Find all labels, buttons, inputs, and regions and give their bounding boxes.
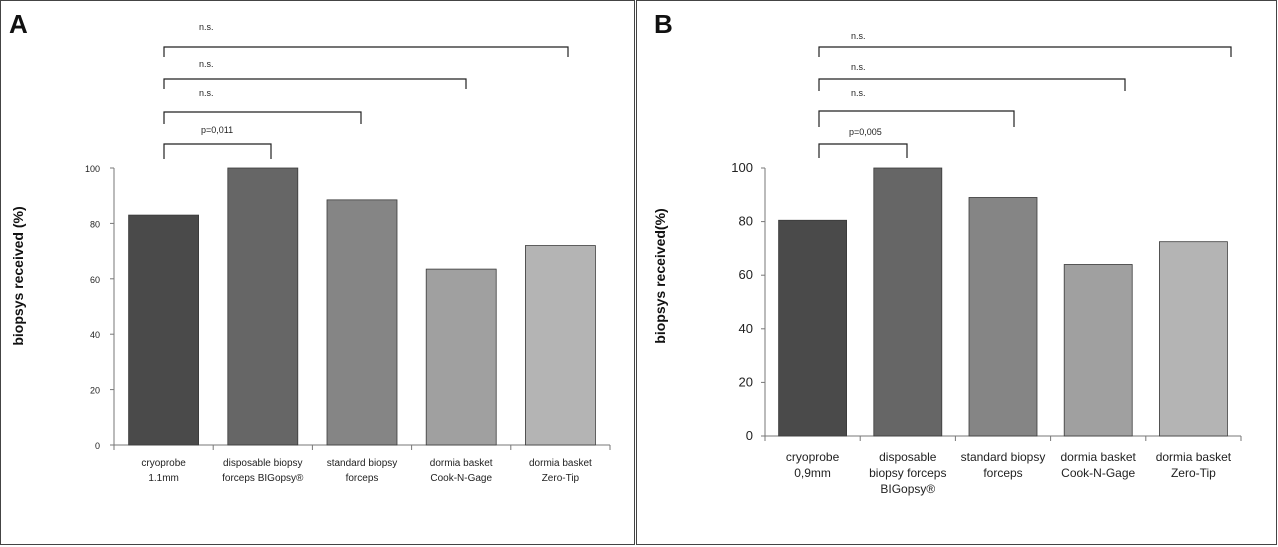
significance-bracket-a-4	[163, 46, 569, 57]
category-label-b-3-line-2: forceps	[983, 466, 1022, 480]
category-label-a-3-line-2: forceps	[346, 473, 379, 484]
significance-label-b-4: n.s.	[851, 31, 866, 41]
panel-label-b: B	[654, 9, 673, 39]
significance-bracket-b-2	[818, 110, 1015, 127]
y-tick-label-b-80: 80	[739, 214, 753, 229]
y-tick-label-b-40: 40	[739, 321, 753, 336]
significance-label-a-3: n.s.	[199, 59, 214, 69]
y-tick-label-a-80: 80	[90, 219, 100, 229]
bar-a-3	[326, 199, 398, 446]
bar-b-3	[968, 197, 1038, 437]
category-label-a-4-line-2: Cook-N-Gage	[430, 473, 492, 484]
category-label-a-1-line-1: cryoprobe	[141, 458, 186, 469]
significance-label-a-4: n.s.	[199, 22, 214, 32]
y-tick-label-a-100: 100	[85, 164, 100, 174]
category-label-a-2-line-2: forceps BIGopsy®	[222, 473, 304, 484]
category-label-a-1-line-2: 1.1mm	[148, 473, 179, 484]
bar-a-5	[525, 245, 596, 446]
significance-label-a-2: n.s.	[199, 88, 214, 98]
category-label-b-3-line-1: standard biopsy	[961, 450, 1046, 464]
category-label-b-1-line-1: cryoprobe	[786, 450, 840, 464]
significance-label-b-1: p=0,005	[849, 127, 882, 137]
significance-label-b-2: n.s.	[851, 88, 866, 98]
bar-a-2	[227, 167, 299, 446]
panel-label-a: A	[9, 9, 28, 39]
significance-bracket-a-3	[163, 78, 467, 89]
category-label-b-2-line-2: biopsy forceps	[869, 466, 946, 480]
significance-bracket-a-1	[163, 143, 272, 159]
category-label-b-1-line-2: 0,9mm	[794, 466, 831, 480]
significance-label-b-3: n.s.	[851, 62, 866, 72]
category-label-b-2-line-1: disposable	[879, 450, 937, 464]
y-tick-label-a-60: 60	[90, 275, 100, 285]
bar-b-5	[1159, 241, 1228, 437]
y-tick-label-b-60: 60	[739, 267, 753, 282]
significance-bracket-b-1	[818, 143, 908, 158]
significance-bracket-b-4	[818, 46, 1232, 57]
y-tick-label-b-20: 20	[739, 374, 753, 389]
category-label-b-4-line-2: Cook-N-Gage	[1061, 466, 1135, 480]
bar-b-1	[778, 219, 848, 437]
bar-b-2	[873, 167, 943, 437]
y-tick-label-a-0: 0	[95, 441, 100, 451]
y-tick-label-a-40: 40	[90, 330, 100, 340]
category-label-b-4-line-1: dormia basket	[1061, 450, 1137, 464]
category-label-a-3-line-1: standard biopsy	[327, 458, 398, 469]
category-label-a-2-line-1: disposable biopsy	[223, 458, 303, 469]
y-axis-label-a: biopsys received (%)	[10, 206, 26, 345]
y-tick-label-b-100: 100	[731, 160, 753, 175]
y-tick-label-b-0: 0	[746, 428, 753, 443]
bar-a-4	[425, 268, 497, 446]
category-label-b-2-line-3: BIGopsy®	[880, 482, 935, 496]
y-axis-label-b: biopsys received(%)	[652, 208, 668, 343]
category-label-b-5-line-2: Zero-Tip	[1171, 466, 1216, 480]
bar-a-1	[128, 214, 199, 446]
significance-bracket-b-3	[818, 78, 1126, 91]
category-label-a-4-line-1: dormia basket	[430, 458, 493, 469]
significance-label-a-1: p=0,011	[201, 125, 233, 135]
category-label-a-5-line-2: Zero-Tip	[542, 473, 580, 484]
category-label-a-5-line-1: dormia basket	[529, 458, 592, 469]
significance-bracket-a-2	[163, 111, 362, 124]
y-tick-label-a-20: 20	[90, 386, 100, 396]
bar-b-4	[1063, 264, 1133, 437]
category-label-b-5-line-1: dormia basket	[1156, 450, 1232, 464]
